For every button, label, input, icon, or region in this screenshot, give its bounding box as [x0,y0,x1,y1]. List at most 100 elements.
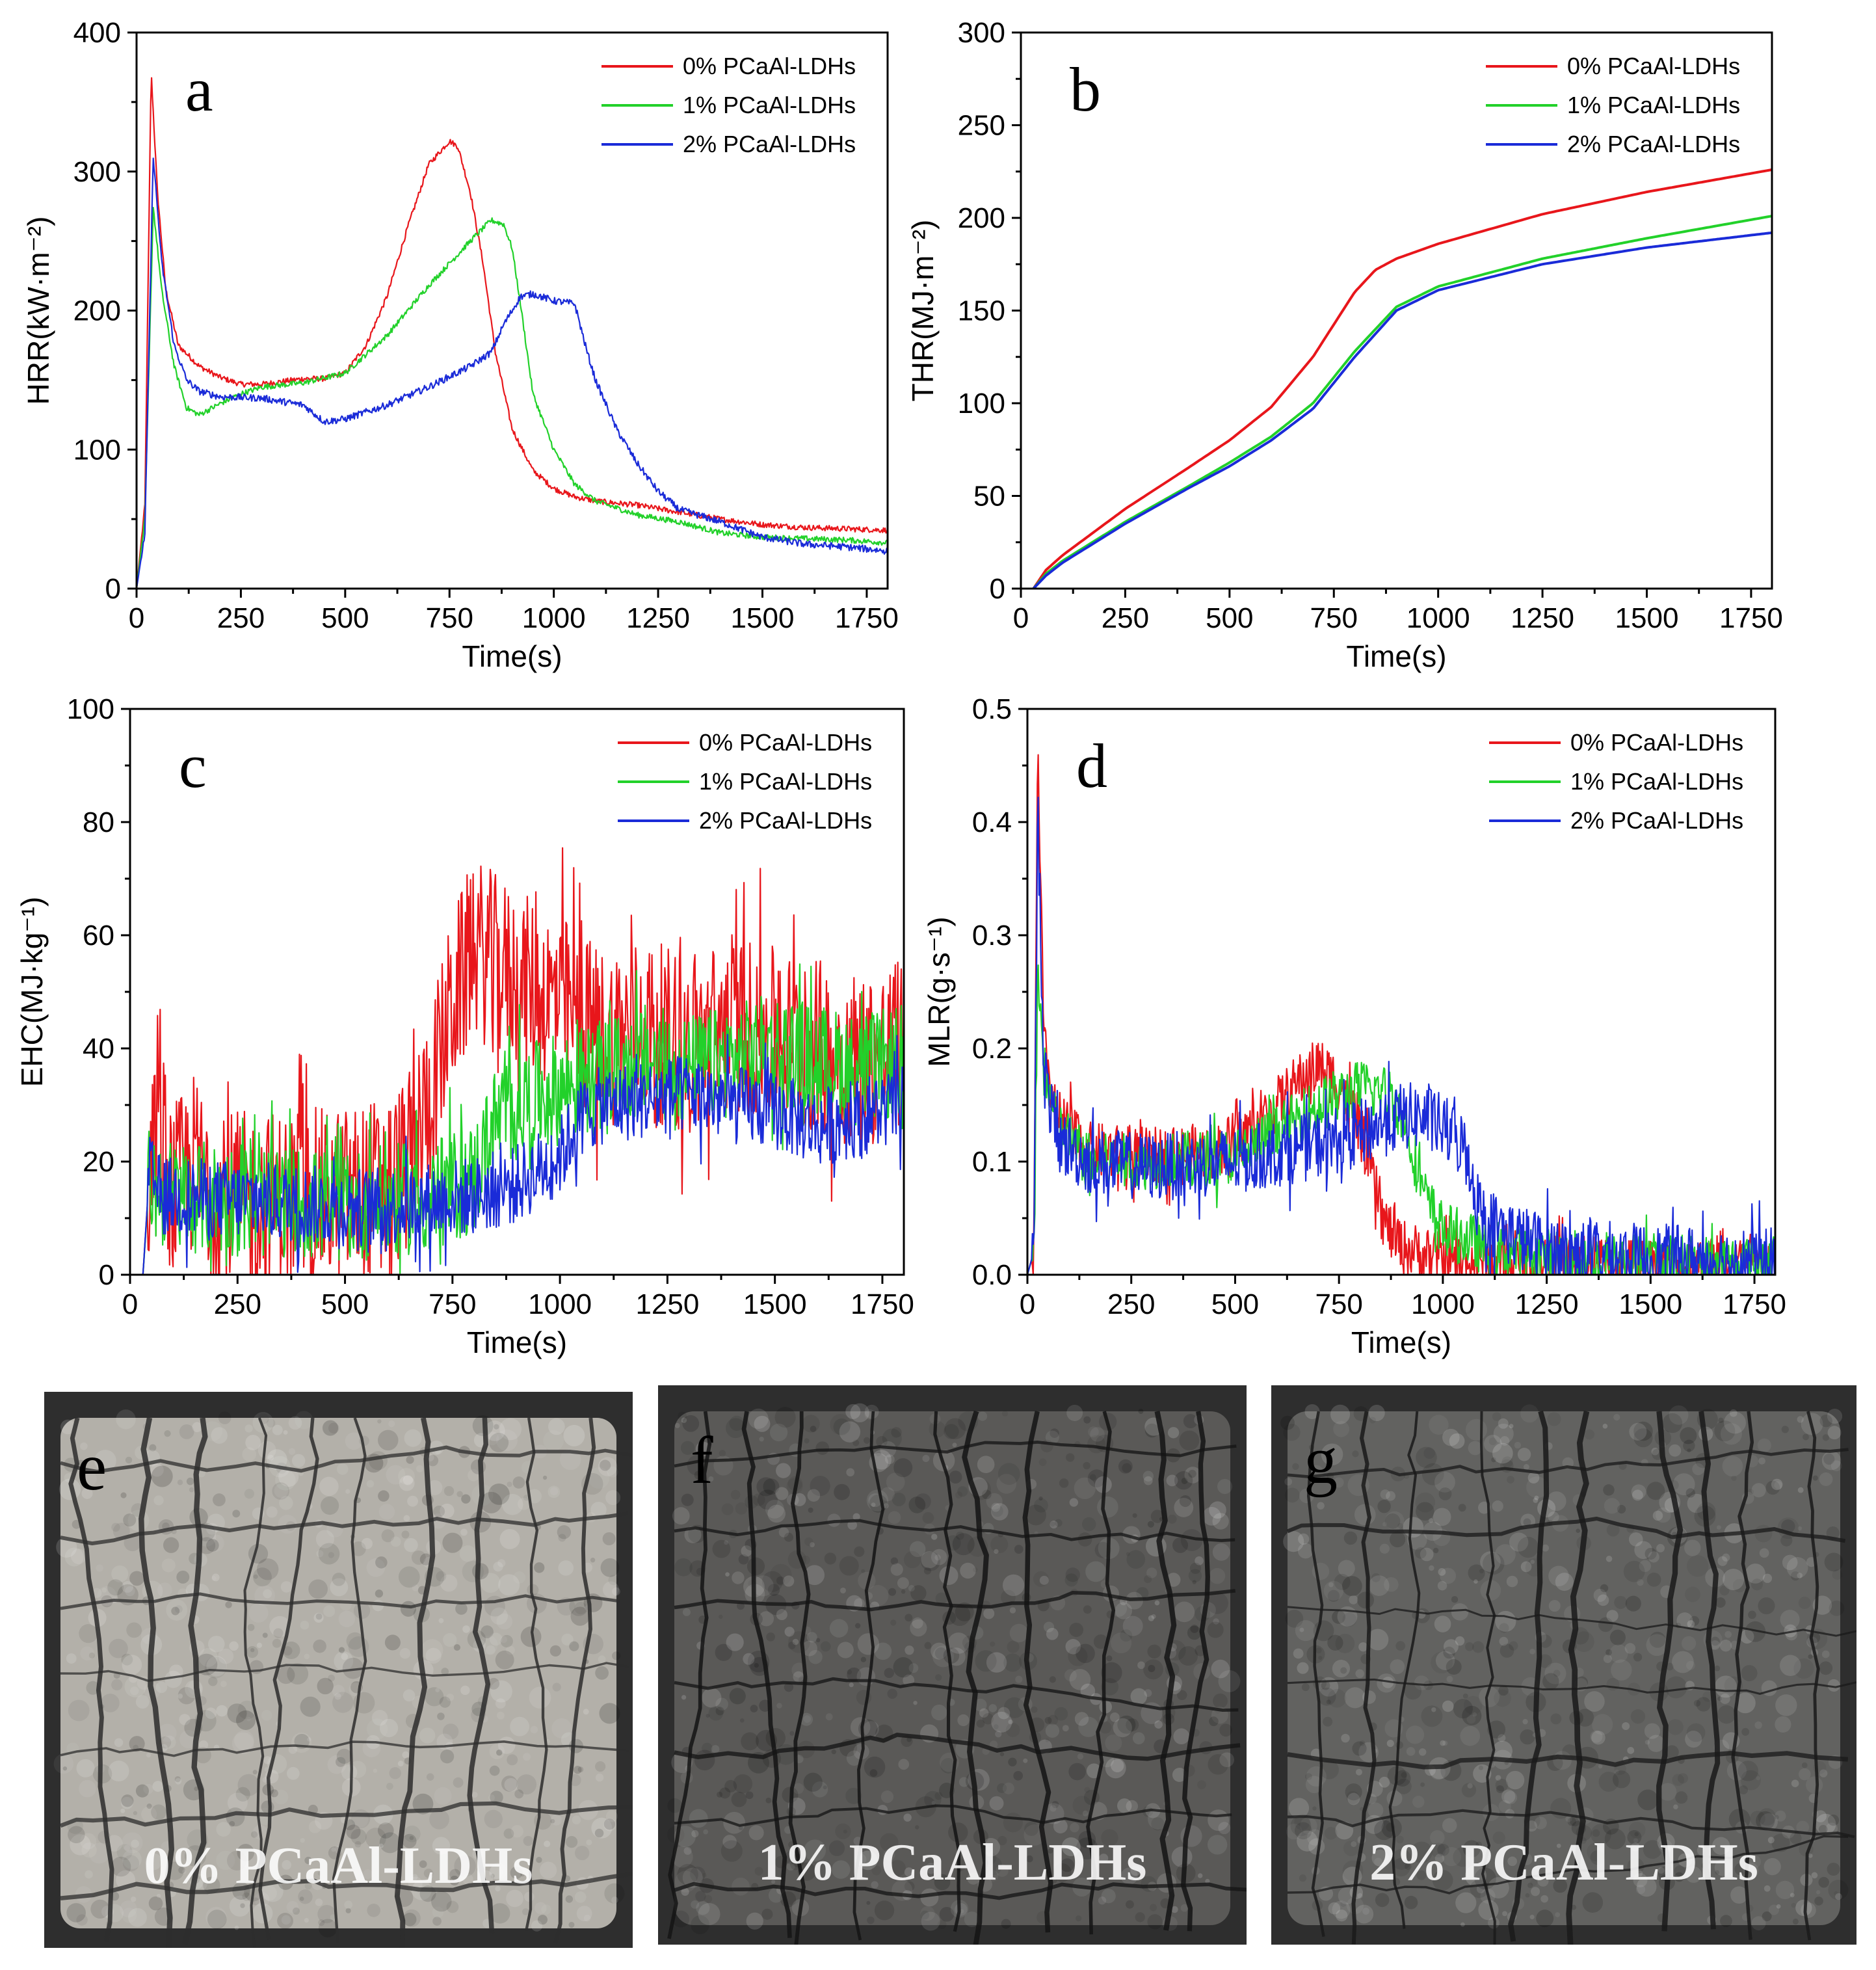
series-line-1 [137,207,888,589]
chart-panel-a: 0 250 500 750 1000 1250 1500 1750 0 100 200 300 400 T… [21,17,899,673]
panel-letter: d [1076,731,1107,801]
y-tick-label: 50 [973,481,1005,512]
x-tick-label: 1250 [1515,1288,1579,1320]
y-tick-label: 300 [958,17,1005,49]
x-tick-label: 1000 [522,602,586,634]
series-line-0 [142,847,904,1275]
x-tick-label: 250 [214,1288,261,1320]
y-tick-label: 0.1 [972,1146,1012,1178]
y-tick-label: 200 [73,295,121,327]
photo-caption: 2% PCaAl-LDHs [1369,1834,1758,1891]
legend-label: 1% PCaAl-LDHs [699,768,872,795]
panel-letter: b [1070,55,1101,124]
photo-caption: 0% PCaAl-LDHs [144,1837,533,1895]
series-line-2 [1032,231,1772,589]
chart-panel-d: 0 250 500 750 1000 1250 1500 1750 0.0 0.1 0.2 0.3 0.… [922,693,1786,1359]
y-tick-label: 0 [105,573,121,605]
y-tick-label: 200 [958,202,1005,234]
x-tick-label: 1500 [743,1288,807,1320]
y-tick-label: 150 [958,295,1005,327]
legend: 0% PCaAl-LDHs 1% PCaAl-LDHs 2% PCaAl-LDHs [1486,53,1740,157]
x-tick-label: 1750 [835,602,899,634]
y-tick-label: 0 [99,1259,114,1291]
photo-texture [658,1385,1247,1945]
x-tick-label: 0 [129,602,144,634]
y-tick-label: 0.5 [972,693,1012,725]
x-tick-label: 750 [1315,1288,1362,1320]
x-tick-label: 0 [1013,602,1029,634]
photo-caption: 1% PCaAl-LDHs [758,1834,1147,1891]
x-tick-label: 500 [1206,602,1253,634]
series-group [142,847,904,1275]
legend-label: 0% PCaAl-LDHs [683,53,856,79]
legend: 0% PCaAl-LDHs 1% PCaAl-LDHs 2% PCaAl-LDHs [601,53,856,157]
series-line-0 [137,77,888,589]
series-line-1 [1032,215,1772,589]
x-tick-label: 1000 [1411,1288,1475,1320]
x-tick-label: 0 [1020,1288,1035,1320]
series-line-0 [1032,168,1772,589]
legend-label: 2% PCaAl-LDHs [1570,807,1743,834]
y-axis-title: HRR(kW·m⁻²) [21,217,55,405]
y-tick-label: 400 [73,17,121,49]
y-tick-label: 80 [83,806,114,838]
x-tick-label: 1750 [1723,1288,1786,1320]
chart-panels: 0 250 500 750 1000 1250 1500 17500100200300400T… [15,17,1786,1359]
legend-label: 2% PCaAl-LDHs [1567,131,1740,157]
y-axis-title: EHC(MJ·kg⁻¹) [15,897,49,1087]
legend: 0% PCaAl-LDHs 1% PCaAl-LDHs 2% PCaAl-LDHs [618,729,872,834]
x-tick-label: 1750 [1719,602,1783,634]
legend-label: 0% PCaAl-LDHs [1570,729,1743,756]
y-tick-label: 250 [958,110,1005,142]
y-tick-label: 20 [83,1146,114,1178]
legend-label: 1% PCaAl-LDHs [1570,768,1743,795]
y-tick-label: 0.2 [972,1033,1012,1065]
photo-e: e 0% PCaAl-LDHs [44,1392,633,1948]
y-axis-title: THR(MJ·m⁻²) [906,220,940,402]
series-line-2 [137,157,888,589]
x-axis-title: Time(s) [1346,639,1446,673]
x-tick-label: 1250 [626,602,690,634]
panel-letter: c [179,731,207,801]
legend-label: 0% PCaAl-LDHs [1567,53,1740,79]
y-tick-label: 0.3 [972,920,1012,952]
photo-letter: f [691,1423,713,1498]
x-tick-label: 750 [429,1288,476,1320]
y-tick-label: 100 [958,388,1005,419]
x-tick-label: 0 [122,1288,138,1320]
x-tick-label: 500 [321,602,369,634]
legend-label: 1% PCaAl-LDHs [683,92,856,118]
y-tick-label: 100 [67,693,114,725]
x-tick-label: 1500 [1615,602,1679,634]
x-tick-label: 1500 [1618,1288,1682,1320]
photo-g: g 2% PCaAl-LDHs [1271,1385,1856,1945]
y-tick-label: 300 [73,156,121,188]
x-tick-label: 500 [321,1288,369,1320]
series-group [1032,168,1772,589]
x-tick-label: 1250 [1511,602,1574,634]
photo-texture [44,1392,633,1948]
legend-label: 0% PCaAl-LDHs [699,729,872,756]
x-tick-label: 750 [426,602,473,634]
x-tick-label: 1250 [635,1288,699,1320]
y-tick-label: 40 [83,1033,114,1065]
x-axis-title: Time(s) [1351,1325,1451,1359]
y-tick-label: 0 [990,573,1005,605]
x-tick-label: 500 [1211,1288,1259,1320]
y-tick-label: 100 [73,434,121,466]
series-group [137,77,888,589]
x-tick-label: 1500 [731,602,795,634]
x-tick-label: 1000 [1407,602,1470,634]
char-photos: e 0% PCaAl-LDHs f 1% PCaAl-LDHs g 2% PCaAl-LD… [44,1385,1856,1948]
x-axis-title: Time(s) [467,1325,567,1359]
x-tick-label: 750 [1310,602,1358,634]
y-tick-label: 0.0 [972,1259,1012,1291]
photo-letter: g [1304,1423,1338,1498]
chart-panel-c: 0 250 500 750 1000 1250 1500 1750 0 20 40 60 80 100 Ti… [15,693,914,1359]
photo-letter: e [77,1430,107,1504]
x-tick-label: 1750 [851,1288,914,1320]
legend-label: 2% PCaAl-LDHs [683,131,856,157]
series-group [1027,754,1775,1275]
x-tick-label: 250 [1107,1288,1155,1320]
